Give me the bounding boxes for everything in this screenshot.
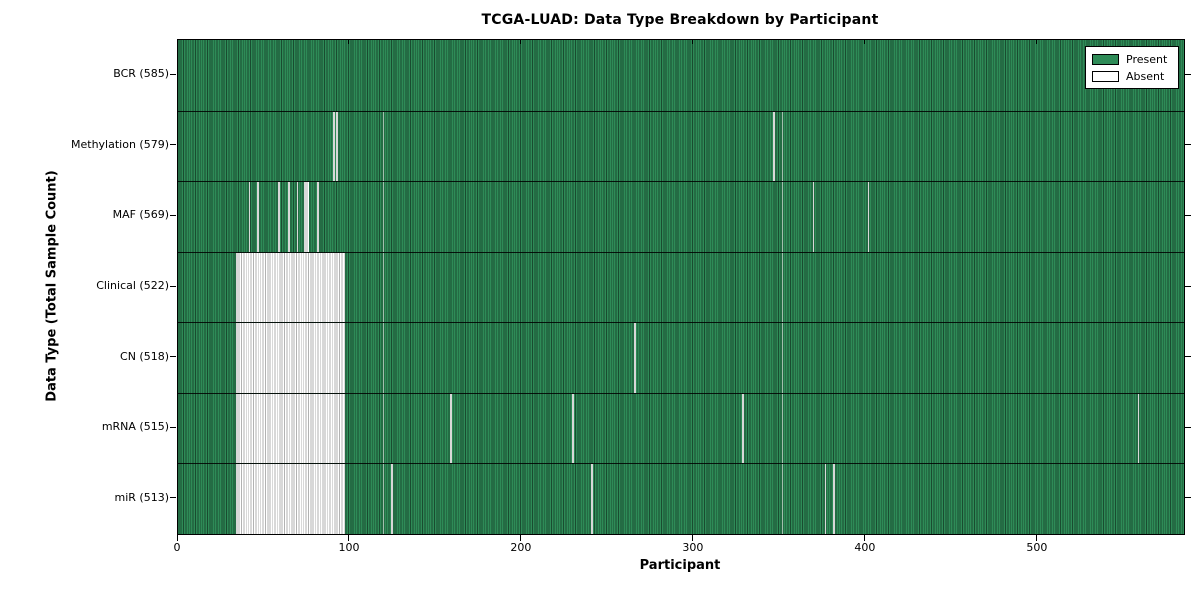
absent-mark: [590, 464, 593, 534]
absent-mark: [781, 393, 783, 464]
absent-mark: [781, 323, 783, 393]
absent-mark: [382, 393, 385, 464]
y-tick-mark: [1184, 497, 1191, 499]
y-tick-label-mrna: mRNA (515): [101, 420, 169, 434]
y-tick-mark: [170, 214, 176, 216]
absent-mark: [236, 464, 345, 534]
absent-mark: [382, 182, 385, 252]
absent-mark: [781, 252, 783, 323]
y-tick-mark: [1184, 356, 1191, 358]
heatmap-row-methylation: [178, 110, 1184, 182]
absent-mark: [571, 393, 574, 464]
y-tick-mark: [170, 497, 176, 499]
heatmap-row-clinical: [178, 251, 1184, 323]
absent-mark: [336, 111, 338, 182]
x-tick-mark: [176, 39, 178, 44]
legend-label-absent: Absent: [1126, 69, 1165, 83]
absent-mark: [277, 182, 280, 252]
x-tick-mark: [348, 39, 350, 44]
absent-mark: [236, 323, 345, 393]
absent-mark: [742, 393, 744, 464]
x-tick-label-0: 0: [173, 541, 181, 554]
y-tick-mark: [170, 426, 176, 428]
y-tick-mark: [1184, 285, 1191, 287]
y-tick-mark: [170, 73, 176, 75]
y-tick-mark: [1184, 73, 1191, 75]
legend-item-present: Present: [1092, 51, 1172, 67]
x-tick-mark: [864, 534, 866, 541]
absent-mark: [867, 182, 870, 252]
absent-mark: [382, 252, 385, 323]
absent-mark: [382, 323, 385, 393]
x-tick-mark: [348, 534, 350, 541]
x-tick-label-300: 300: [682, 541, 704, 554]
absent-mark: [236, 252, 345, 323]
y-tick-label-maf: MAF (569): [112, 208, 169, 222]
y-tick-label-clinical: Clinical (522): [96, 279, 169, 292]
absent-mark: [303, 182, 309, 252]
absent-mark: [296, 182, 299, 252]
y-tick-label-methylation: Methylation (579): [71, 137, 169, 151]
absent-mark: [824, 464, 827, 534]
absent-swatch: [1092, 70, 1119, 82]
x-axis-label: Participant: [639, 558, 721, 573]
absent-mark: [257, 182, 259, 252]
absent-mark: [781, 111, 783, 182]
y-tick-mark: [1184, 214, 1191, 216]
y-tick-mark: [170, 356, 176, 358]
x-tick-label-200: 200: [510, 541, 532, 554]
absent-mark: [332, 111, 335, 182]
y-tick-label-cn: CN (518): [120, 349, 169, 363]
y-tick-mark: [170, 144, 176, 146]
absent-mark: [382, 464, 385, 534]
absent-mark: [248, 182, 251, 252]
absent-mark: [773, 111, 775, 182]
heatmap-row-mir: [178, 463, 1184, 534]
absent-mark: [382, 111, 385, 182]
y-tick-mark: [170, 285, 176, 287]
y-tick-label-mir: miR (513): [114, 490, 170, 504]
legend-label-present: Present: [1126, 52, 1168, 66]
y-tick-mark: [1184, 426, 1191, 428]
absent-mark: [449, 393, 452, 464]
legend: Present Absent: [1085, 46, 1179, 89]
x-tick-mark: [1036, 39, 1038, 44]
x-tick-mark: [520, 534, 522, 541]
legend-item-absent: Absent: [1092, 68, 1172, 84]
x-tick-label-400: 400: [854, 541, 876, 554]
absent-mark: [833, 464, 835, 534]
absent-mark: [812, 182, 815, 252]
chart-title: TCGA-LUAD: Data Type Breakdown by Partic…: [481, 12, 879, 28]
plot-area: [177, 39, 1185, 535]
x-tick-mark: [520, 39, 522, 44]
y-tick-mark: [1184, 144, 1191, 146]
absent-mark: [317, 182, 320, 252]
x-tick-mark: [692, 39, 694, 44]
x-tick-label-100: 100: [338, 541, 360, 554]
present-swatch: [1092, 53, 1119, 65]
x-tick-label-500: 500: [1026, 541, 1048, 554]
absent-mark: [781, 182, 783, 252]
x-tick-mark: [1036, 534, 1038, 541]
x-tick-mark: [692, 534, 694, 541]
y-tick-label-bcr: BCR (585): [113, 67, 169, 81]
heatmap-row-mrna: [178, 392, 1184, 464]
absent-mark: [236, 393, 345, 464]
absent-mark: [633, 323, 636, 393]
absent-mark: [1137, 393, 1140, 464]
heatmap-row-bcr: [178, 40, 1184, 111]
absent-mark: [781, 464, 783, 534]
absent-mark: [288, 182, 290, 252]
heatmap-row-maf: [178, 181, 1184, 252]
x-tick-mark: [864, 39, 866, 44]
absent-mark: [391, 464, 394, 534]
heatmap-row-cn: [178, 322, 1184, 393]
x-tick-mark: [176, 534, 178, 541]
